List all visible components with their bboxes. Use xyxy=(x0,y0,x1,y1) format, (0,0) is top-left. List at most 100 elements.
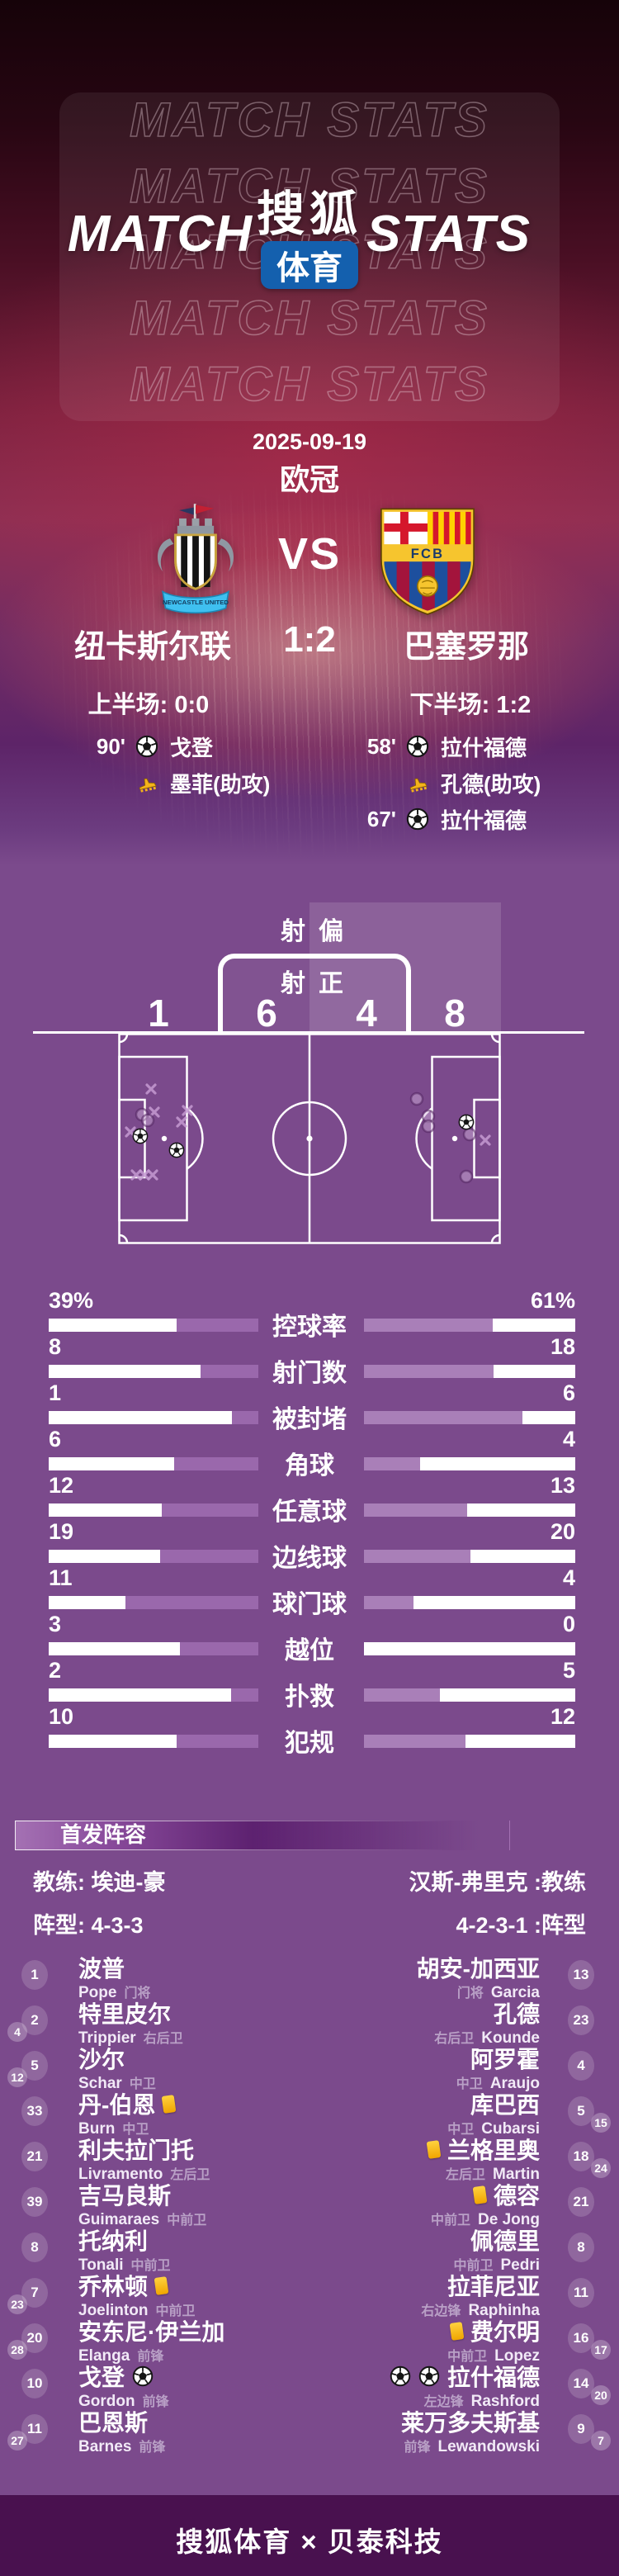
player-name-row: 库巴西 xyxy=(470,2088,540,2119)
player-number-badge: 11 xyxy=(21,2414,48,2444)
stat-away-bar-fill xyxy=(364,1596,414,1609)
home-player-row: 33 丹-伯恩 Burn 中卫 xyxy=(0,2092,619,2138)
home-player-row: 11 27 巴恩斯 Barnes 前锋 xyxy=(0,2410,619,2456)
title-match: MATCH xyxy=(67,206,253,263)
away-event-row: 孔德(助攻) xyxy=(353,765,541,801)
stat-home-bar xyxy=(49,1688,258,1702)
player-name-en: De Jong xyxy=(478,2211,540,2228)
player-position: 门将 xyxy=(124,1986,151,2001)
stadium-light-streaks xyxy=(0,388,619,865)
player-name-row: 托纳利 xyxy=(78,2224,148,2256)
football-pitch-diagram xyxy=(118,1033,501,1244)
player-position: 中前卫 xyxy=(431,2214,471,2228)
home-events: 90' 戈登 墨菲(助攻) xyxy=(83,728,270,801)
away-shot-off-marker xyxy=(145,1083,157,1095)
away-player-row: 8 佩德里 中前卫 Pedri xyxy=(0,2228,619,2275)
player-name-en: Lopez xyxy=(494,2347,540,2365)
stat-away-bar-fill xyxy=(364,1503,468,1517)
player-name-row: 利夫拉门托 xyxy=(78,2133,194,2165)
player-meta: 中前卫 Lopez xyxy=(447,2345,540,2365)
yellow-card-icon xyxy=(426,2139,442,2159)
player-meta: Elanga 前锋 xyxy=(78,2345,163,2365)
substitute-number-badge: 17 xyxy=(591,2340,611,2360)
player-meta: 中卫 Cubarsi xyxy=(447,2118,540,2138)
event-minute: 90' xyxy=(96,733,125,759)
home-player-row: 21 利夫拉门托 Livramento 左后卫 xyxy=(0,2138,619,2184)
player-number-badge: 16 xyxy=(568,2323,594,2353)
stat-label: 任意球 xyxy=(272,1499,347,1526)
stat-home-bar-fill xyxy=(125,1596,258,1609)
player-meta: 左边锋 Rashford xyxy=(424,2390,540,2411)
first-half-score: 上半场: 0:0 xyxy=(87,692,210,718)
player-goal-icon xyxy=(418,2365,440,2387)
player-name-row: 巴恩斯 xyxy=(78,2406,148,2437)
stat-home-bar xyxy=(49,1642,258,1655)
stat-away-bar xyxy=(364,1365,575,1378)
goal-frame xyxy=(218,954,411,1033)
substitute-number-badge: 24 xyxy=(591,2158,611,2178)
shots-on-label-left: 射 xyxy=(281,970,305,997)
away-player-row: 16 17 费尔明 中前卫 Lopez xyxy=(0,2319,619,2365)
player-name-cn: 拉菲尼亚 xyxy=(447,2274,540,2299)
stat-label: 扑救 xyxy=(285,1683,334,1711)
stats-comparison-chart: 39% 61% 控球率 8 18 射门数 1 6 被封堵 6 4 角球 12 13 任意球 19 20 边线球 11… xyxy=(0,1288,619,1783)
stat-home-bar-fill xyxy=(176,1319,258,1332)
league-name: 欧冠 xyxy=(279,462,339,496)
home-player-row: 20 28 安东尼·伊兰加 Elanga 前锋 xyxy=(0,2319,619,2365)
player-name-en: Kounde xyxy=(481,2029,540,2047)
substitute-number-badge: 4 xyxy=(7,2022,27,2042)
player-name-cn: 乔林顿 xyxy=(78,2274,149,2299)
substitute-number-badge: 20 xyxy=(591,2385,611,2405)
player-meta: Livramento 左后卫 xyxy=(78,2163,210,2184)
home-shot-on-marker xyxy=(409,1091,424,1106)
stat-row-free-kicks: 12 13 任意球 xyxy=(0,1473,619,1526)
player-meta: 中前卫 De Jong xyxy=(431,2209,540,2229)
substitute-number-badge: 12 xyxy=(7,2067,27,2087)
player-name-en: Garcia xyxy=(490,1984,540,2001)
stat-home-value: 3 xyxy=(49,1612,62,1636)
stat-label: 犯规 xyxy=(285,1730,334,1757)
stat-home-value: 11 xyxy=(49,1565,73,1590)
player-position: 左后卫 xyxy=(170,2168,210,2182)
player-name-row: 乔林顿 xyxy=(78,2270,169,2301)
player-name-cn: 托纳利 xyxy=(78,2228,149,2254)
away-event-row: 58' 拉什福德 xyxy=(353,728,541,765)
player-meta: 左后卫 Martin xyxy=(446,2163,540,2184)
player-number-badge: 33 xyxy=(21,2096,48,2126)
stat-home-value: 6 xyxy=(49,1427,62,1451)
home-team-name: 纽卡斯尔联 xyxy=(73,630,231,665)
player-name-row: 丹-伯恩 xyxy=(78,2088,177,2119)
player-position: 左边锋 xyxy=(423,2395,464,2409)
player-name-row: 波普 xyxy=(78,1952,125,1983)
stat-away-value: 20 xyxy=(550,1519,575,1544)
stat-away-bar xyxy=(364,1319,575,1332)
player-name-row: 费尔明 xyxy=(449,2315,540,2346)
event-player-name: 拉什福德 xyxy=(441,735,527,760)
player-number-badge: 23 xyxy=(568,2005,594,2035)
player-name-cn: 阿罗霍 xyxy=(470,2047,540,2072)
home-player-row: 39 吉马良斯 Guimaraes 中前卫 xyxy=(0,2183,619,2229)
stat-away-value: 6 xyxy=(562,1380,575,1405)
player-name-row: 特里皮尔 xyxy=(78,1997,171,2029)
second-half-score: 下半场: 1:2 xyxy=(409,692,532,718)
stat-away-bar-fill xyxy=(364,1365,494,1378)
player-position: 右边锋 xyxy=(421,2304,461,2318)
player-position: 右后卫 xyxy=(434,2032,475,2046)
player-goal-icon xyxy=(390,2365,411,2387)
stat-home-value: 1 xyxy=(49,1380,62,1405)
player-position: 前锋 xyxy=(404,2441,431,2455)
svg-text:NEWCASTLE UNITED: NEWCASTLE UNITED xyxy=(163,599,229,606)
player-position: 右后卫 xyxy=(143,2032,183,2046)
player-name-en: Tonali xyxy=(78,2256,124,2274)
home-shot-on-marker xyxy=(421,1119,436,1134)
stat-away-bar-fill xyxy=(364,1688,441,1702)
stat-label: 边线球 xyxy=(272,1545,347,1572)
stat-label: 球门球 xyxy=(272,1591,347,1618)
away-goal-marker xyxy=(168,1142,185,1158)
stat-away-value: 4 xyxy=(562,1427,575,1451)
player-name-row: 戈登 xyxy=(78,2361,154,2392)
player-name-row: 拉什福德 xyxy=(390,2361,540,2392)
stat-home-bar-fill xyxy=(179,1642,258,1655)
stat-away-bar-fill xyxy=(364,1735,465,1748)
stat-home-bar xyxy=(49,1550,258,1563)
